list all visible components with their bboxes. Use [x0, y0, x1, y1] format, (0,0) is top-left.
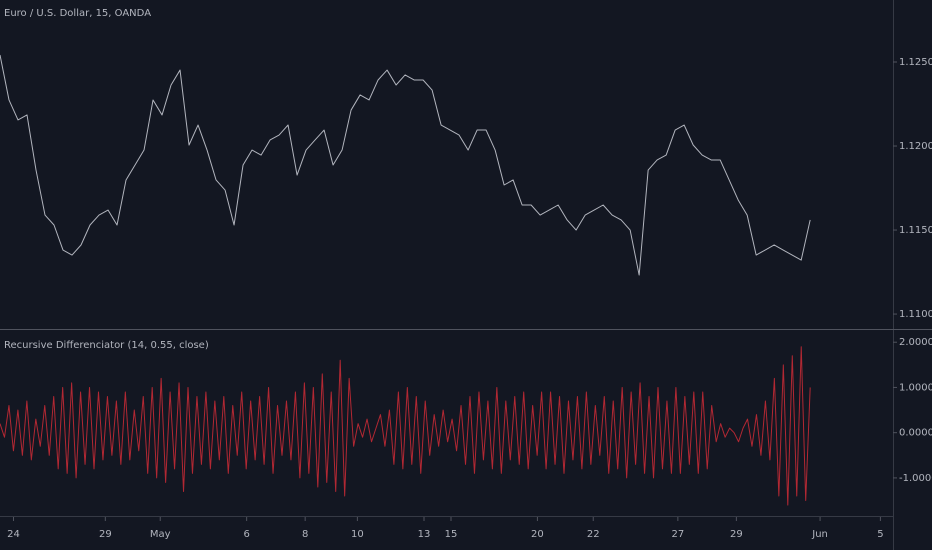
- x-tick-label: 5: [877, 529, 883, 540]
- y-tick-label: 1.11000: [899, 309, 932, 320]
- x-tick-label: 20: [531, 529, 544, 540]
- chart-title: Euro / U.S. Dollar, 15, OANDA: [4, 8, 151, 19]
- series-line: [0, 54, 811, 276]
- x-tick-label: 10: [351, 529, 364, 540]
- x-tick-label: 29: [730, 529, 743, 540]
- indicator-title: Recursive Differenciator (14, 0.55, clos…: [4, 340, 209, 351]
- x-tick-label: May: [150, 529, 171, 540]
- x-tick-label: 29: [99, 529, 112, 540]
- x-tick-label: 6: [243, 529, 249, 540]
- x-tick-label: 15: [445, 529, 458, 540]
- series-line: [0, 346, 811, 506]
- x-tick-label: 24: [7, 529, 20, 540]
- x-tick-label: 13: [418, 529, 431, 540]
- x-tick-label: Jun: [811, 529, 828, 540]
- x-tick-label: 8: [302, 529, 308, 540]
- x-tick-label: 22: [587, 529, 600, 540]
- y-tick-label: 1.11500: [899, 225, 932, 236]
- x-tick-label: 27: [671, 529, 684, 540]
- y-tick-label: 1.12000: [899, 141, 932, 152]
- y-tick-label: 1.12500: [899, 57, 932, 68]
